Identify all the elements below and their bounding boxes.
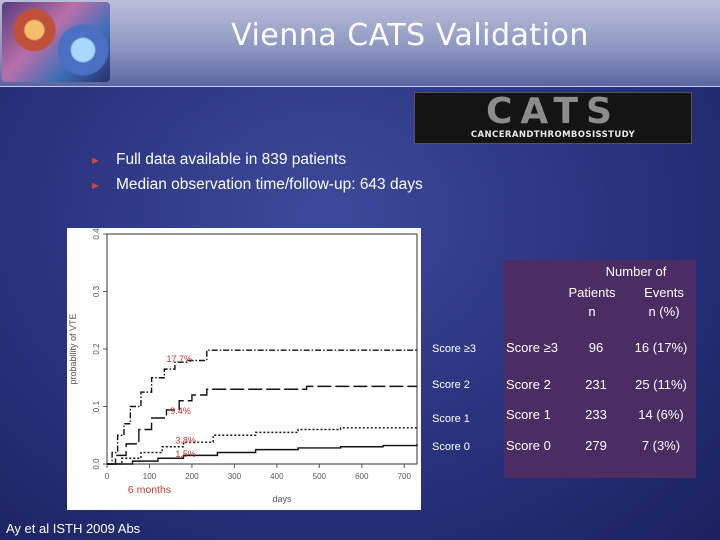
bullet-item-2: ► Median observation time/follow-up: 643 … (90, 176, 423, 194)
table-header-patients-unit: n (588, 304, 596, 319)
table-header-number-of: Number of (605, 264, 667, 279)
row-patients: 233 (585, 407, 607, 422)
chart-legend-score2: Score 2 (432, 379, 470, 391)
bullet-text: Median observation time/follow-up: 643 d… (116, 176, 423, 193)
citation: Ay et al ISTH 2009 Abs (6, 521, 141, 536)
row-events: 14 (6%) (638, 407, 684, 422)
chart-panel: 0 100 200 300 400 500 600 700 0.0 0.1 0.2 0.3 0.4 day… (67, 228, 421, 510)
series-line (107, 385, 417, 465)
table-row: Score ≥3 96 16 (17%) (504, 340, 696, 360)
table-row: Score 0 279 7 (3%) (504, 438, 696, 458)
row-events: 16 (17%) (634, 340, 688, 355)
y-axis-label: probability of VTE (68, 313, 78, 384)
x-tick-label: 600 (355, 472, 369, 481)
row-score: Score 2 (506, 377, 551, 392)
plot-frame (106, 233, 418, 465)
cats-logo: CATS CANCERANDTHROMBOSISSTUDY (414, 91, 692, 144)
row-events: 7 (3%) (641, 438, 681, 453)
x-tick-label: 100 (143, 472, 157, 481)
chart-legend-score0: Score 0 (432, 441, 470, 453)
x-tick-label: 0 (105, 472, 110, 481)
chart-annotation-6-months: 6 months (128, 484, 171, 496)
header-bar (0, 0, 720, 87)
row-score: Score 1 (506, 407, 551, 422)
results-table: Number of Patients Events n n (%) Score … (504, 260, 696, 478)
chart-annotation: 17.7% (166, 354, 192, 364)
row-patients: 96 (588, 340, 604, 355)
bullet-item-1: ► Full data available in 839 patients (90, 151, 346, 169)
chart-legend-score1: Score 1 (432, 413, 470, 425)
table-header-events: Events (644, 285, 684, 300)
x-axis-label: days (272, 494, 292, 504)
x-tick-label: 700 (398, 472, 412, 481)
x-tick-label: 200 (185, 472, 199, 481)
table-header-patients: Patients (568, 285, 616, 300)
vte-probability-chart: 0 100 200 300 400 500 600 700 0.0 0.1 0.2 0.3 0.4 day… (68, 228, 418, 504)
table-row: Score 1 233 14 (6%) (504, 407, 696, 427)
series-line (107, 426, 418, 465)
row-score: Score 0 (506, 438, 551, 453)
table-row: Score 2 231 25 (11%) (504, 377, 696, 397)
row-events: 25 (11%) (635, 377, 687, 392)
chart-annotation: 9.4% (170, 406, 191, 416)
x-tick-label: 400 (270, 472, 284, 481)
chart-annotation: 3.8% (175, 435, 196, 445)
series-line (107, 443, 418, 465)
row-patients: 231 (585, 377, 607, 392)
table-header-events-unit: n (%) (648, 304, 680, 319)
logo-wordmark: CATS (486, 91, 620, 132)
x-tick-label: 300 (228, 472, 242, 481)
y-tick-label: 0.3 (92, 285, 101, 297)
x-tick-label: 500 (313, 472, 327, 481)
row-score: Score ≥3 (506, 340, 558, 355)
header-decorative-image (2, 2, 110, 82)
y-tick-label: 0.1 (92, 400, 101, 412)
logo-subtitle: CANCERANDTHROMBOSISSTUDY (470, 130, 636, 140)
y-tick-label: 0.4 (92, 228, 101, 240)
chart-legend-score3: Score ≥3 (432, 343, 476, 355)
bullet-arrow-icon: ► (90, 180, 101, 192)
y-tick-label: 0.2 (92, 343, 101, 355)
chart-annotation: 1.5% (175, 449, 196, 459)
y-tick-label: 0.0 (92, 458, 101, 470)
bullet-arrow-icon: ► (90, 155, 101, 167)
row-patients: 279 (585, 438, 607, 453)
slide-title: Vienna CATS Validation (231, 18, 589, 53)
bullet-text: Full data available in 839 patients (116, 151, 347, 168)
